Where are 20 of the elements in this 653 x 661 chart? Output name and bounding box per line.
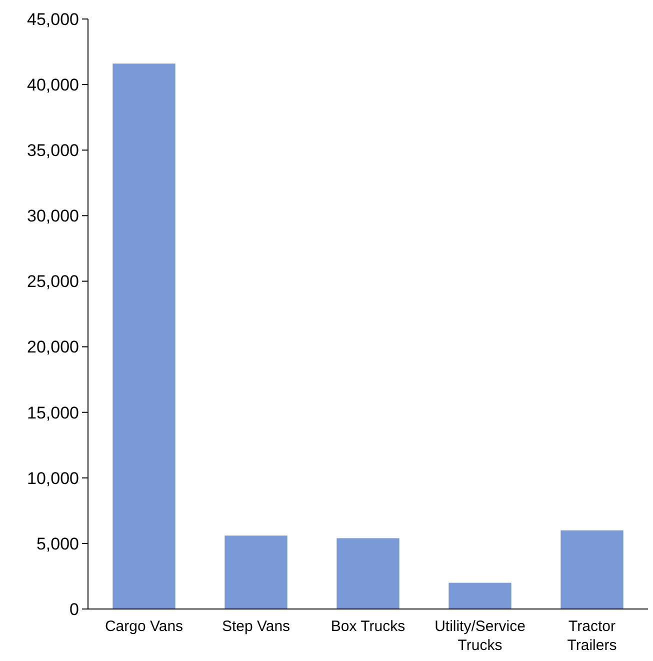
bar	[224, 536, 288, 609]
bar	[448, 582, 512, 609]
x-tick-label: Tractor Trailers	[567, 618, 617, 654]
y-tick-label: 45,000	[27, 10, 79, 29]
x-tick-label: Box Trucks	[330, 618, 406, 635]
bar	[560, 530, 624, 609]
x-tick-label: Utility/Service Trucks	[434, 618, 526, 654]
bar	[336, 538, 400, 609]
y-tick-label: 35,000	[27, 141, 79, 160]
y-tick-label: 5,000	[36, 534, 79, 554]
y-tick-label: 20,000	[27, 338, 79, 357]
y-tick-label: 15,000	[27, 403, 79, 422]
x-tick-label: Step Vans	[222, 618, 290, 635]
y-tick-label: 40,000	[27, 76, 79, 95]
y-tick-label: 0	[70, 600, 79, 619]
bar	[112, 64, 176, 609]
y-tick-label: 25,000	[27, 272, 79, 292]
x-tick-label: Cargo Vans	[104, 618, 184, 635]
y-tick-label: 30,000	[27, 206, 79, 226]
y-tick-label: 10,000	[27, 468, 79, 488]
